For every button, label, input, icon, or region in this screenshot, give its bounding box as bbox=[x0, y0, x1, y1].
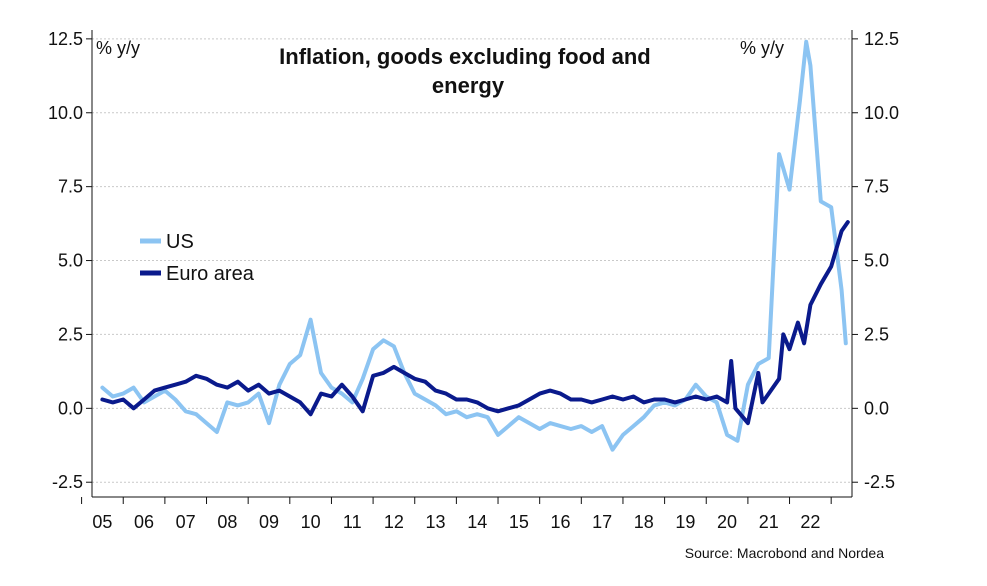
right-y-tick-label: 10.0 bbox=[864, 103, 899, 123]
right-y-tick-label: -2.5 bbox=[864, 472, 895, 492]
left-y-tick-label: -2.5 bbox=[52, 472, 83, 492]
left-y-tick-label: 5.0 bbox=[58, 251, 83, 271]
x-tick-label: 08 bbox=[217, 512, 237, 532]
x-tick-label: 20 bbox=[717, 512, 737, 532]
legend-label-euro-area: Euro area bbox=[166, 263, 255, 285]
series-layer bbox=[100, 39, 850, 452]
x-tick-label: 10 bbox=[301, 512, 321, 532]
left-y-tick-label: 10.0 bbox=[48, 103, 83, 123]
chart-title-line-2: energy bbox=[432, 73, 505, 98]
x-tick-label: 07 bbox=[176, 512, 196, 532]
x-tick-label: 17 bbox=[592, 512, 612, 532]
axes: -2.5 -2.5 0.0 0.0 2.5 2.5 5.0 5.0 7.5 7.5 10.0 10.0… bbox=[48, 29, 899, 532]
x-tick-label: 12 bbox=[384, 512, 404, 532]
left-y-tick-label: 2.5 bbox=[58, 324, 83, 344]
legend: US Euro area bbox=[140, 231, 255, 285]
left-y-tick-label: 12.5 bbox=[48, 29, 83, 49]
chart-title-line-1: Inflation, goods excluding food and bbox=[279, 44, 651, 69]
x-tick-label: 14 bbox=[467, 512, 487, 532]
source-note: Source: Macrobond and Nordea bbox=[685, 545, 884, 561]
x-tick-label: 21 bbox=[759, 512, 779, 532]
x-tick-label: 13 bbox=[426, 512, 446, 532]
x-tick-label: 15 bbox=[509, 512, 529, 532]
x-tick-label: 16 bbox=[550, 512, 570, 532]
series-line-us bbox=[100, 39, 848, 452]
x-tick-label: 09 bbox=[259, 512, 279, 532]
chart-title: Inflation, goods excluding food and ener… bbox=[279, 44, 657, 98]
x-tick-label: 19 bbox=[675, 512, 695, 532]
x-tick-label: 05 bbox=[92, 512, 112, 532]
x-tick-label: 11 bbox=[343, 512, 362, 532]
x-tick-label: 18 bbox=[634, 512, 654, 532]
gridlines bbox=[92, 38, 852, 483]
right-y-tick-label: 2.5 bbox=[864, 324, 889, 344]
right-y-tick-label: 7.5 bbox=[864, 177, 889, 197]
right-y-tick-label: 12.5 bbox=[864, 29, 899, 49]
left-y-tick-label: 7.5 bbox=[58, 177, 83, 197]
right-y-tick-label: 0.0 bbox=[864, 398, 889, 418]
left-axis-unit-label: % y/y bbox=[96, 38, 140, 58]
series-line-euro-area bbox=[100, 220, 850, 426]
x-tick-label: 22 bbox=[800, 512, 820, 532]
x-tick-label: 06 bbox=[134, 512, 154, 532]
right-axis-unit-label: % y/y bbox=[740, 38, 784, 58]
legend-label-us: US bbox=[166, 231, 194, 253]
left-y-tick-label: 0.0 bbox=[58, 398, 83, 418]
right-y-tick-label: 5.0 bbox=[864, 251, 889, 271]
